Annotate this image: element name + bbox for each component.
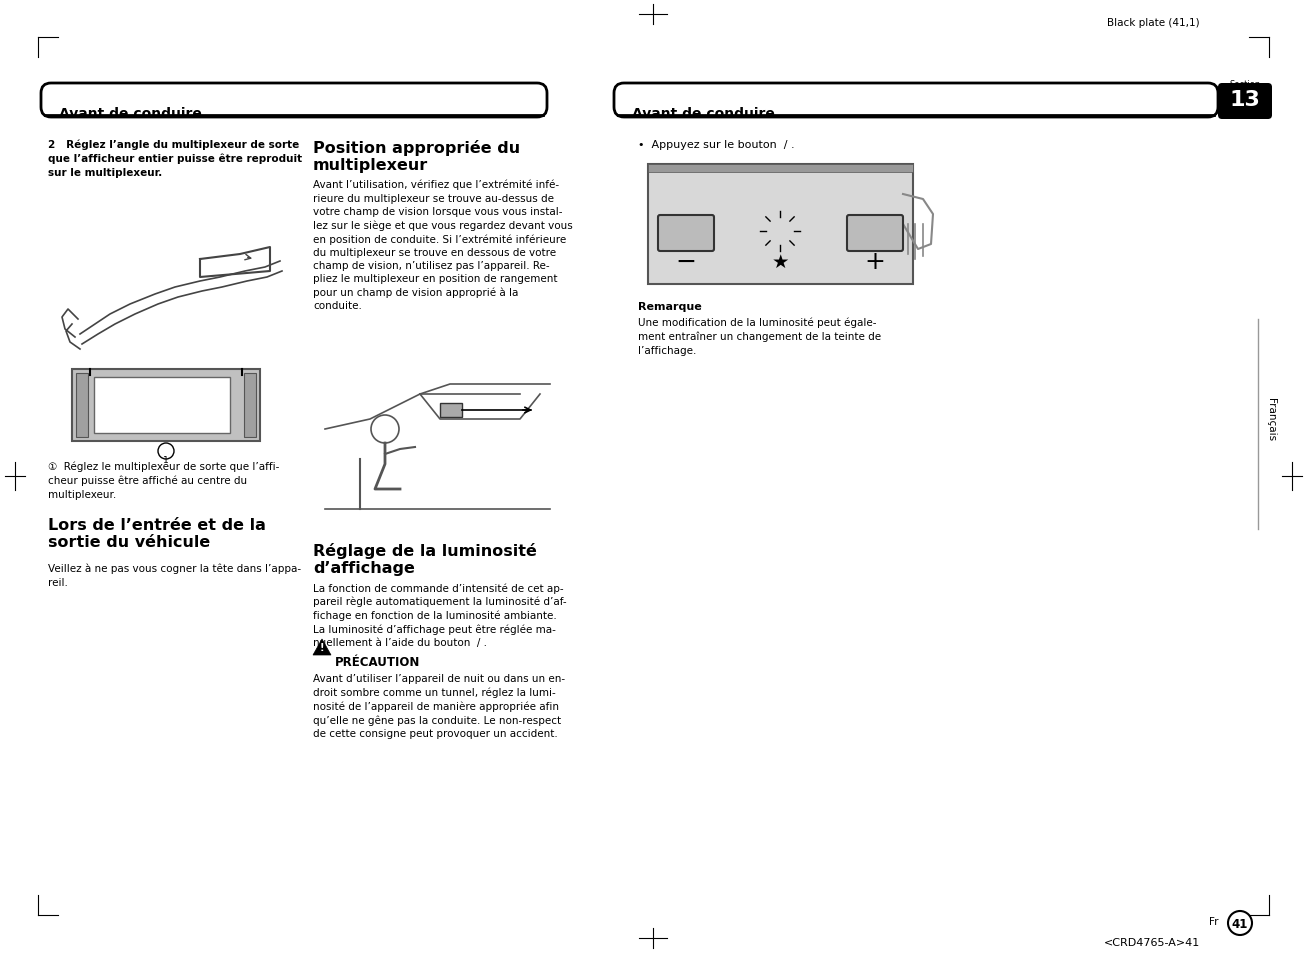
Circle shape	[1229, 911, 1252, 935]
Bar	[76, 374, 88, 437]
Text: Avant de conduire: Avant de conduire	[59, 107, 201, 121]
Text: 2   Réglez l’angle du multiplexeur de sorte
que l’afficheur entier puisse être r: 2 Réglez l’angle du multiplexeur de sort…	[48, 140, 302, 177]
FancyBboxPatch shape	[847, 215, 903, 252]
Text: Avant l’utilisation, vérifiez que l’extrémité infé-
rieure du multiplexeur se tr: Avant l’utilisation, vérifiez que l’extr…	[312, 180, 572, 311]
Polygon shape	[312, 639, 331, 656]
Bar	[60, 200, 290, 359]
Bar	[94, 377, 230, 434]
FancyBboxPatch shape	[1218, 84, 1272, 120]
Text: Black plate (41,1): Black plate (41,1)	[1107, 18, 1200, 28]
Text: 1: 1	[163, 456, 169, 464]
FancyBboxPatch shape	[657, 215, 714, 252]
Text: •  Appuyez sur le bouton  / .: • Appuyez sur le bouton / .	[638, 140, 795, 150]
Text: 13: 13	[1230, 90, 1260, 110]
Text: −: −	[676, 250, 697, 274]
Text: Veillez à ne pas vous cogner la tête dans l’appa-
reil.: Veillez à ne pas vous cogner la tête dan…	[48, 563, 301, 587]
Bar	[244, 374, 256, 437]
Text: ★: ★	[771, 253, 788, 272]
Text: Avant de conduire: Avant de conduire	[633, 107, 775, 121]
Text: Fr: Fr	[1209, 916, 1218, 926]
Circle shape	[371, 416, 399, 443]
Text: 41: 41	[1231, 917, 1248, 930]
Text: Avant d’utiliser l’appareil de nuit ou dans un en-
droit sombre comme un tunnel,: Avant d’utiliser l’appareil de nuit ou d…	[312, 673, 565, 739]
FancyBboxPatch shape	[41, 84, 548, 118]
Text: PRÉCAUTION: PRÉCAUTION	[335, 656, 421, 668]
Text: +: +	[864, 250, 885, 274]
Bar	[648, 165, 914, 172]
Bar	[72, 370, 260, 441]
Text: Remarque: Remarque	[638, 302, 702, 312]
Text: Section: Section	[1230, 80, 1261, 89]
Text: Réglage de la luminosité
d’affichage: Réglage de la luminosité d’affichage	[312, 542, 537, 576]
Bar	[648, 165, 914, 285]
Text: Position appropriée du
multiplexeur: Position appropriée du multiplexeur	[312, 140, 520, 173]
Text: Lors de l’entrée et de la
sortie du véhicule: Lors de l’entrée et de la sortie du véhi…	[48, 517, 265, 550]
Text: <CRD4765-A>41: <CRD4765-A>41	[1103, 937, 1200, 947]
Bar	[312, 361, 563, 530]
Text: !: !	[320, 642, 324, 652]
Text: Une modification de la luminosité peut égale-
ment entraîner un changement de la: Une modification de la luminosité peut é…	[638, 317, 881, 355]
FancyBboxPatch shape	[614, 84, 1218, 118]
Text: La fonction de commande d’intensité de cet ap-
pareil règle automatiquement la l: La fonction de commande d’intensité de c…	[312, 582, 567, 648]
Circle shape	[158, 443, 174, 459]
Text: Français: Français	[1266, 398, 1276, 441]
Bar	[440, 403, 461, 417]
Text: ①  Réglez le multiplexeur de sorte que l’affi-
cheur puisse être affiché au cent: ① Réglez le multiplexeur de sorte que l’…	[48, 461, 280, 499]
